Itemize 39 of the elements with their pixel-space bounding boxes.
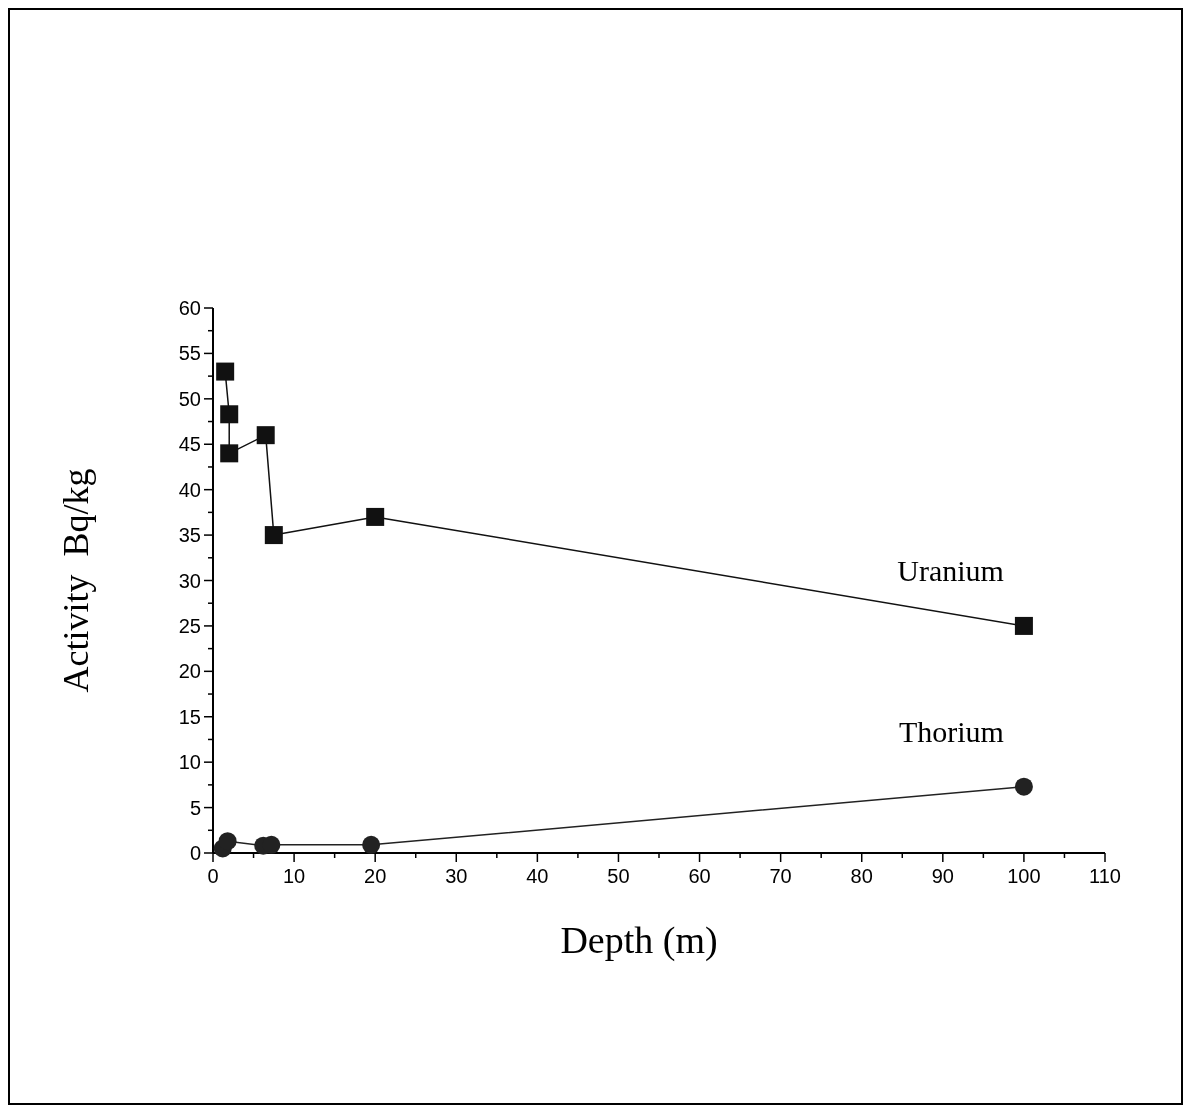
x-tick-label: 70: [769, 865, 792, 887]
x-tick-label: 20: [364, 865, 387, 887]
x-axis-title: Depth (m): [560, 919, 718, 962]
point: [256, 426, 275, 445]
x-tick-label: 80: [850, 865, 873, 887]
point: [366, 507, 385, 526]
x-tick-label: 100: [1007, 865, 1041, 887]
y-tick-label: 35: [178, 524, 201, 547]
x-tick-label: 90: [931, 865, 954, 887]
series-label: Uranium: [897, 553, 1004, 587]
y-tick-label: 60: [178, 297, 201, 319]
point: [216, 362, 235, 381]
point: [220, 444, 239, 463]
x-tick-label: 30: [445, 865, 468, 887]
point: [264, 526, 283, 545]
y-axis-title: Activity Bq/kg: [56, 468, 96, 693]
point: [1014, 777, 1033, 796]
y-tick-label: 55: [178, 342, 201, 365]
x-tick-label: 40: [526, 865, 549, 887]
y-tick-label: 10: [178, 751, 201, 774]
point: [1014, 616, 1033, 635]
y-tick-label: 5: [189, 796, 201, 819]
x-tick-label: 10: [282, 865, 306, 887]
y-tick-label: 45: [178, 433, 201, 456]
x-tick-label: 0: [207, 865, 219, 887]
series-label: Thorium: [898, 714, 1004, 748]
x-tick-label: 50: [607, 865, 630, 887]
point: [362, 835, 381, 854]
y-tick-label: 40: [178, 478, 201, 501]
y-tick-label: 25: [178, 614, 201, 637]
point: [218, 832, 237, 851]
y-tick-label: 30: [178, 569, 201, 592]
y-tick-label: 0: [189, 842, 201, 864]
y-tick-label: 15: [178, 705, 201, 728]
y-tick-label: 20: [178, 660, 201, 683]
point: [220, 405, 239, 424]
x-tick-label: 110: [1089, 865, 1121, 887]
y-tick-label: 50: [178, 387, 201, 410]
x-tick-label: 60: [688, 865, 711, 887]
